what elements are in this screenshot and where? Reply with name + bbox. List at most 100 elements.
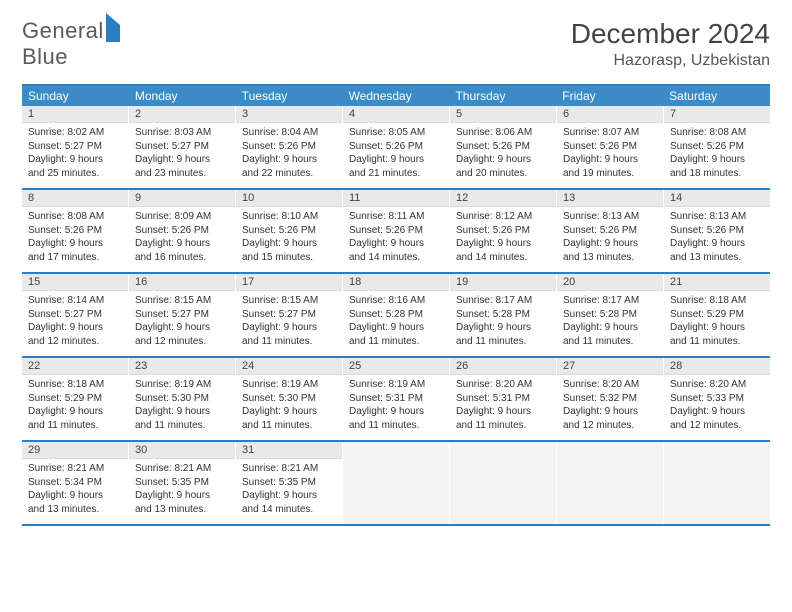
day-body: Sunrise: 8:12 AMSunset: 5:26 PMDaylight:…	[450, 207, 556, 270]
sunrise-line: Sunrise: 8:21 AM	[135, 462, 229, 476]
daylight-line: Daylight: 9 hours and 22 minutes.	[242, 153, 336, 180]
daylight-line: Daylight: 9 hours and 23 minutes.	[135, 153, 229, 180]
sunrise-line: Sunrise: 8:20 AM	[456, 378, 550, 392]
sunrise-line: Sunrise: 8:05 AM	[349, 126, 443, 140]
day-number: 15	[22, 274, 128, 291]
sunrise-line: Sunrise: 8:13 AM	[670, 210, 764, 224]
day-number: 18	[343, 274, 449, 291]
day-body: Sunrise: 8:09 AMSunset: 5:26 PMDaylight:…	[129, 207, 235, 270]
day-body: Sunrise: 8:08 AMSunset: 5:26 PMDaylight:…	[22, 207, 128, 270]
location: Hazorasp, Uzbekistan	[571, 52, 770, 70]
day-cell: 16Sunrise: 8:15 AMSunset: 5:27 PMDayligh…	[129, 274, 236, 356]
week-row: 22Sunrise: 8:18 AMSunset: 5:29 PMDayligh…	[22, 358, 770, 442]
day-number: 24	[236, 358, 342, 375]
daylight-line: Daylight: 9 hours and 19 minutes.	[563, 153, 657, 180]
daylight-line: Daylight: 9 hours and 25 minutes.	[28, 153, 122, 180]
sunset-line: Sunset: 5:26 PM	[670, 224, 764, 238]
empty-daynum	[557, 442, 663, 458]
day-number: 19	[450, 274, 556, 291]
daylight-line: Daylight: 9 hours and 12 minutes.	[28, 321, 122, 348]
dow-wednesday: Wednesday	[343, 86, 450, 106]
week-row: 1Sunrise: 8:02 AMSunset: 5:27 PMDaylight…	[22, 106, 770, 190]
sunset-line: Sunset: 5:35 PM	[135, 476, 229, 490]
month-title: December 2024	[571, 18, 770, 50]
day-number: 11	[343, 190, 449, 207]
day-number: 3	[236, 106, 342, 123]
day-body: Sunrise: 8:15 AMSunset: 5:27 PMDaylight:…	[129, 291, 235, 354]
sunrise-line: Sunrise: 8:03 AM	[135, 126, 229, 140]
sunset-line: Sunset: 5:26 PM	[563, 140, 657, 154]
day-body: Sunrise: 8:20 AMSunset: 5:33 PMDaylight:…	[664, 375, 770, 438]
sunrise-line: Sunrise: 8:06 AM	[456, 126, 550, 140]
day-number: 10	[236, 190, 342, 207]
weeks-container: 1Sunrise: 8:02 AMSunset: 5:27 PMDaylight…	[22, 106, 770, 526]
day-number: 13	[557, 190, 663, 207]
day-body: Sunrise: 8:02 AMSunset: 5:27 PMDaylight:…	[22, 123, 128, 186]
day-body: Sunrise: 8:14 AMSunset: 5:27 PMDaylight:…	[22, 291, 128, 354]
sunset-line: Sunset: 5:26 PM	[563, 224, 657, 238]
sunrise-line: Sunrise: 8:21 AM	[242, 462, 336, 476]
sunrise-line: Sunrise: 8:18 AM	[28, 378, 122, 392]
dow-thursday: Thursday	[449, 86, 556, 106]
day-body: Sunrise: 8:19 AMSunset: 5:31 PMDaylight:…	[343, 375, 449, 438]
day-cell: 13Sunrise: 8:13 AMSunset: 5:26 PMDayligh…	[557, 190, 664, 272]
daylight-line: Daylight: 9 hours and 21 minutes.	[349, 153, 443, 180]
day-body: Sunrise: 8:07 AMSunset: 5:26 PMDaylight:…	[557, 123, 663, 186]
day-number: 9	[129, 190, 235, 207]
empty-day	[664, 442, 770, 524]
day-body: Sunrise: 8:17 AMSunset: 5:28 PMDaylight:…	[557, 291, 663, 354]
day-cell: 12Sunrise: 8:12 AMSunset: 5:26 PMDayligh…	[450, 190, 557, 272]
day-cell: 28Sunrise: 8:20 AMSunset: 5:33 PMDayligh…	[664, 358, 770, 440]
day-body: Sunrise: 8:03 AMSunset: 5:27 PMDaylight:…	[129, 123, 235, 186]
day-number: 28	[664, 358, 770, 375]
dow-tuesday: Tuesday	[236, 86, 343, 106]
day-body: Sunrise: 8:08 AMSunset: 5:26 PMDaylight:…	[664, 123, 770, 186]
header: General Blue December 2024 Hazorasp, Uzb…	[22, 18, 770, 70]
day-cell: 21Sunrise: 8:18 AMSunset: 5:29 PMDayligh…	[664, 274, 770, 356]
dow-saturday: Saturday	[663, 86, 770, 106]
sunset-line: Sunset: 5:30 PM	[242, 392, 336, 406]
empty-daynum	[343, 442, 449, 458]
daylight-line: Daylight: 9 hours and 12 minutes.	[563, 405, 657, 432]
day-cell: 20Sunrise: 8:17 AMSunset: 5:28 PMDayligh…	[557, 274, 664, 356]
day-number: 22	[22, 358, 128, 375]
sunrise-line: Sunrise: 8:14 AM	[28, 294, 122, 308]
daylight-line: Daylight: 9 hours and 18 minutes.	[670, 153, 764, 180]
day-cell: 17Sunrise: 8:15 AMSunset: 5:27 PMDayligh…	[236, 274, 343, 356]
sunrise-line: Sunrise: 8:15 AM	[135, 294, 229, 308]
day-cell: 8Sunrise: 8:08 AMSunset: 5:26 PMDaylight…	[22, 190, 129, 272]
day-number: 6	[557, 106, 663, 123]
daylight-line: Daylight: 9 hours and 14 minutes.	[349, 237, 443, 264]
sunrise-line: Sunrise: 8:13 AM	[563, 210, 657, 224]
sunrise-line: Sunrise: 8:17 AM	[456, 294, 550, 308]
day-body: Sunrise: 8:06 AMSunset: 5:26 PMDaylight:…	[450, 123, 556, 186]
day-body: Sunrise: 8:21 AMSunset: 5:35 PMDaylight:…	[129, 459, 235, 522]
daylight-line: Daylight: 9 hours and 12 minutes.	[670, 405, 764, 432]
day-body: Sunrise: 8:11 AMSunset: 5:26 PMDaylight:…	[343, 207, 449, 270]
sunset-line: Sunset: 5:28 PM	[456, 308, 550, 322]
sunset-line: Sunset: 5:26 PM	[242, 140, 336, 154]
sunrise-line: Sunrise: 8:02 AM	[28, 126, 122, 140]
sunrise-line: Sunrise: 8:07 AM	[563, 126, 657, 140]
day-body: Sunrise: 8:05 AMSunset: 5:26 PMDaylight:…	[343, 123, 449, 186]
sunset-line: Sunset: 5:26 PM	[242, 224, 336, 238]
sunrise-line: Sunrise: 8:10 AM	[242, 210, 336, 224]
sunset-line: Sunset: 5:26 PM	[135, 224, 229, 238]
empty-daynum	[664, 442, 770, 458]
sunset-line: Sunset: 5:35 PM	[242, 476, 336, 490]
sunset-line: Sunset: 5:28 PM	[563, 308, 657, 322]
title-block: December 2024 Hazorasp, Uzbekistan	[571, 18, 770, 70]
dow-monday: Monday	[129, 86, 236, 106]
day-cell: 19Sunrise: 8:17 AMSunset: 5:28 PMDayligh…	[450, 274, 557, 356]
day-number: 31	[236, 442, 342, 459]
day-body: Sunrise: 8:20 AMSunset: 5:31 PMDaylight:…	[450, 375, 556, 438]
day-number: 12	[450, 190, 556, 207]
day-number: 16	[129, 274, 235, 291]
day-body: Sunrise: 8:21 AMSunset: 5:35 PMDaylight:…	[236, 459, 342, 522]
daylight-line: Daylight: 9 hours and 17 minutes.	[28, 237, 122, 264]
day-body: Sunrise: 8:18 AMSunset: 5:29 PMDaylight:…	[664, 291, 770, 354]
day-number: 20	[557, 274, 663, 291]
sunset-line: Sunset: 5:26 PM	[456, 224, 550, 238]
sunset-line: Sunset: 5:30 PM	[135, 392, 229, 406]
day-number: 30	[129, 442, 235, 459]
